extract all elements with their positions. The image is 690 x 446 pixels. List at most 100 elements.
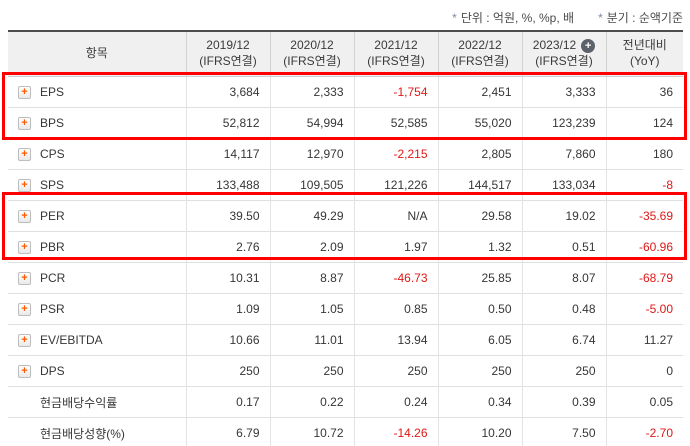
value-cell: 6.79 bbox=[185, 417, 270, 446]
value-cell: 180 bbox=[605, 138, 683, 170]
value-cell: 11.01 bbox=[269, 324, 354, 356]
table-row-pcr: + PCR 10.31 8.87 -46.73 25.85 8.07 -68.79 bbox=[8, 262, 683, 294]
row-label-cell: + PBR bbox=[8, 231, 186, 263]
row-label: 현금배당수익률 bbox=[40, 395, 118, 410]
value-cell: 144,517 bbox=[437, 169, 522, 201]
value-cell: 250 bbox=[269, 355, 354, 387]
row-label-cell: + EPS bbox=[8, 76, 186, 108]
value-cell: 13.94 bbox=[353, 324, 438, 356]
value-cell: 0.24 bbox=[353, 386, 438, 418]
basis-note: * 분기 : 순액기준 bbox=[598, 9, 683, 26]
expand-plus-icon[interactable]: + bbox=[18, 364, 31, 378]
value-cell: 10.31 bbox=[185, 262, 270, 294]
expand-plus-icon[interactable]: + bbox=[18, 240, 31, 254]
table-row-bps: + BPS 52,812 54,994 52,585 55,020 123,239 124 bbox=[8, 107, 683, 139]
row-label-cell: + SPS bbox=[8, 169, 186, 201]
value-cell: 2.76 bbox=[185, 231, 270, 263]
value-cell: 0 bbox=[605, 355, 683, 387]
value-cell: 1.97 bbox=[353, 231, 438, 263]
value-cell: 7,860 bbox=[521, 138, 606, 170]
value-cell: 250 bbox=[521, 355, 606, 387]
value-cell: 49.29 bbox=[269, 200, 354, 232]
value-cell: 0.34 bbox=[437, 386, 522, 418]
col-header-2022-12: 2022/12 (IFRS연결) bbox=[437, 31, 522, 77]
value-cell: 12,970 bbox=[269, 138, 354, 170]
expand-plus-icon[interactable]: + bbox=[18, 302, 31, 316]
row-label-cell: 현금배당성향(%) bbox=[8, 417, 186, 446]
table-row-eps: + EPS 3,684 2,333 -1,754 2,451 3,333 36 bbox=[8, 76, 683, 108]
add-column-icon[interactable]: + bbox=[581, 39, 596, 54]
value-cell: 0.05 bbox=[605, 386, 683, 418]
value-cell: 0.85 bbox=[353, 293, 438, 325]
expand-plus-icon[interactable]: + bbox=[18, 116, 31, 130]
value-cell: 2,451 bbox=[437, 76, 522, 108]
table-notes: * 단위 : 억원, %, %p, 배 * 분기 : 순액기준 bbox=[452, 9, 683, 26]
value-cell: 0.22 bbox=[269, 386, 354, 418]
value-cell: 10.20 bbox=[437, 417, 522, 446]
value-cell: 3,333 bbox=[521, 76, 606, 108]
row-label-cell: + PSR bbox=[8, 293, 186, 325]
value-cell: 133,488 bbox=[185, 169, 270, 201]
unit-note-text: 단위 : 억원, %, %p, 배 bbox=[460, 11, 575, 25]
expand-plus-icon[interactable]: + bbox=[18, 178, 31, 192]
unit-note: * 단위 : 억원, %, %p, 배 bbox=[452, 9, 574, 26]
value-cell: 250 bbox=[185, 355, 270, 387]
expand-plus-icon[interactable]: + bbox=[18, 209, 31, 223]
row-label: PCR bbox=[40, 271, 66, 285]
value-cell: 2,333 bbox=[269, 76, 354, 108]
table-row-cash-dividend-yield: 현금배당수익률 0.17 0.22 0.24 0.34 0.39 0.05 bbox=[8, 386, 683, 418]
row-label-cell: + BPS bbox=[8, 107, 186, 139]
row-label: DPS bbox=[40, 364, 65, 378]
valuation-table: 항목 2019/12 (IFRS연결) 2020/12 (IFRS연결) 2021/… bbox=[8, 30, 683, 446]
value-cell: 10.72 bbox=[269, 417, 354, 446]
row-label-cell: + EV/EBITDA bbox=[8, 324, 186, 356]
row-label-cell: + DPS bbox=[8, 355, 186, 387]
table-row-pbr: + PBR 2.76 2.09 1.97 1.32 0.51 -60.96 bbox=[8, 231, 683, 263]
value-cell: 54,994 bbox=[269, 107, 354, 139]
table-row-cps: + CPS 14,117 12,970 -2,215 2,805 7,860 180 bbox=[8, 138, 683, 170]
row-label: CPS bbox=[40, 147, 65, 161]
value-cell: 0.51 bbox=[521, 231, 606, 263]
value-cell: 1.05 bbox=[269, 293, 354, 325]
value-cell: 29.58 bbox=[437, 200, 522, 232]
value-cell: 121,226 bbox=[353, 169, 438, 201]
expand-plus-icon[interactable]: + bbox=[18, 147, 31, 161]
col-header-yoy: 전년대비 (YoY) bbox=[605, 31, 683, 77]
value-cell: -5.00 bbox=[605, 293, 683, 325]
value-cell: 0.50 bbox=[437, 293, 522, 325]
value-cell: 6.05 bbox=[437, 324, 522, 356]
value-cell: -35.69 bbox=[605, 200, 683, 232]
value-cell: 52,812 bbox=[185, 107, 270, 139]
row-label: BPS bbox=[40, 116, 65, 130]
expand-plus-icon[interactable]: + bbox=[18, 271, 31, 285]
value-cell: 0.48 bbox=[521, 293, 606, 325]
asterisk-icon: * bbox=[598, 11, 603, 25]
table-row-dps: + DPS 250 250 250 250 250 0 bbox=[8, 355, 683, 387]
value-cell: 19.02 bbox=[521, 200, 606, 232]
row-label-cell: + CPS bbox=[8, 138, 186, 170]
value-cell: 1.32 bbox=[437, 231, 522, 263]
value-cell: 7.50 bbox=[521, 417, 606, 446]
value-cell: 124 bbox=[605, 107, 683, 139]
expand-plus-icon[interactable]: + bbox=[18, 85, 31, 99]
col-header-2023-12: 2023/12 + (IFRS연결) bbox=[521, 31, 606, 77]
row-label: EPS bbox=[40, 85, 65, 99]
value-cell: 3,684 bbox=[185, 76, 270, 108]
value-cell: -2.70 bbox=[605, 417, 683, 446]
row-label-cell: + PCR bbox=[8, 262, 186, 294]
value-cell: 0.39 bbox=[521, 386, 606, 418]
table-row-psr: + PSR 1.09 1.05 0.85 0.50 0.48 -5.00 bbox=[8, 293, 683, 325]
row-label-cell: 현금배당수익률 bbox=[8, 386, 186, 418]
value-cell: 2.09 bbox=[269, 231, 354, 263]
value-cell: 109,505 bbox=[269, 169, 354, 201]
value-cell: -1,754 bbox=[353, 76, 438, 108]
value-cell: 1.09 bbox=[185, 293, 270, 325]
col-header-2020-12: 2020/12 (IFRS연결) bbox=[269, 31, 354, 77]
value-cell: 8.07 bbox=[521, 262, 606, 294]
col-header-2019-12: 2019/12 (IFRS연결) bbox=[185, 31, 270, 77]
value-cell: -8 bbox=[605, 169, 683, 201]
expand-plus-icon[interactable]: + bbox=[18, 333, 31, 347]
value-cell: 55,020 bbox=[437, 107, 522, 139]
header-row: 항목 2019/12 (IFRS연결) 2020/12 (IFRS연결) 2021/… bbox=[8, 31, 683, 77]
